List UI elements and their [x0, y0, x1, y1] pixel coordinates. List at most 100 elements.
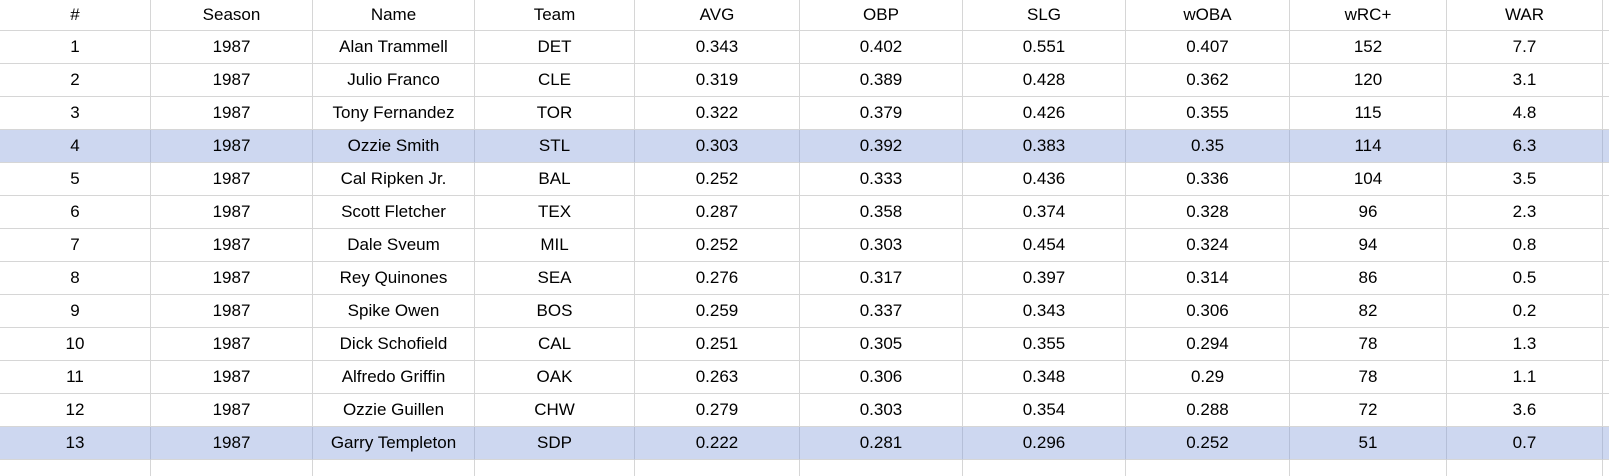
- cell-war[interactable]: 4.8: [1447, 97, 1603, 130]
- cell-name[interactable]: Scott Fletcher: [313, 196, 475, 229]
- cell-name[interactable]: Garry Templeton: [313, 427, 475, 460]
- empty-cell[interactable]: [800, 460, 963, 476]
- column-header-wrc_plus[interactable]: wRC+: [1290, 0, 1447, 31]
- cell-obp[interactable]: 0.402: [800, 31, 963, 64]
- cell-slg[interactable]: 0.343: [963, 295, 1126, 328]
- cell-slg[interactable]: 0.296: [963, 427, 1126, 460]
- cell-team[interactable]: DET: [475, 31, 635, 64]
- cell-wrc_plus[interactable]: 152: [1290, 31, 1447, 64]
- cell-slg[interactable]: 0.397: [963, 262, 1126, 295]
- cell-obp[interactable]: 0.337: [800, 295, 963, 328]
- cell-avg[interactable]: 0.343: [635, 31, 800, 64]
- cell-season[interactable]: 1987: [151, 31, 313, 64]
- cell-war[interactable]: 1.1: [1447, 361, 1603, 394]
- cell-obp[interactable]: 0.303: [800, 394, 963, 427]
- cell-name[interactable]: Julio Franco: [313, 64, 475, 97]
- cell-slg[interactable]: 0.355: [963, 328, 1126, 361]
- cell-team[interactable]: SEA: [475, 262, 635, 295]
- cell-wrc_plus[interactable]: 86: [1290, 262, 1447, 295]
- cell-wrc_plus[interactable]: 114: [1290, 130, 1447, 163]
- column-header-team[interactable]: Team: [475, 0, 635, 31]
- cell-avg[interactable]: 0.303: [635, 130, 800, 163]
- cell-season[interactable]: 1987: [151, 130, 313, 163]
- column-header-woba[interactable]: wOBA: [1126, 0, 1290, 31]
- empty-cell[interactable]: [1126, 460, 1290, 476]
- cell-season[interactable]: 1987: [151, 196, 313, 229]
- cell-season[interactable]: 1987: [151, 163, 313, 196]
- cell-rank[interactable]: 1: [0, 31, 151, 64]
- cell-avg[interactable]: 0.276: [635, 262, 800, 295]
- cell-avg[interactable]: 0.279: [635, 394, 800, 427]
- cell-name[interactable]: Ozzie Guillen: [313, 394, 475, 427]
- cell-rank[interactable]: 8: [0, 262, 151, 295]
- cell-name[interactable]: Alan Trammell: [313, 31, 475, 64]
- cell-team[interactable]: STL: [475, 130, 635, 163]
- cell-obp[interactable]: 0.305: [800, 328, 963, 361]
- cell-obp[interactable]: 0.306: [800, 361, 963, 394]
- cell-slg[interactable]: 0.551: [963, 31, 1126, 64]
- cell-rank[interactable]: 12: [0, 394, 151, 427]
- cell-avg[interactable]: 0.252: [635, 229, 800, 262]
- cell-woba[interactable]: 0.362: [1126, 64, 1290, 97]
- cell-obp[interactable]: 0.333: [800, 163, 963, 196]
- column-header-rank[interactable]: #: [0, 0, 151, 31]
- cell-slg[interactable]: 0.428: [963, 64, 1126, 97]
- cell-woba[interactable]: 0.324: [1126, 229, 1290, 262]
- cell-rank[interactable]: 4: [0, 130, 151, 163]
- cell-war[interactable]: 3.5: [1447, 163, 1603, 196]
- cell-woba[interactable]: 0.306: [1126, 295, 1290, 328]
- empty-cell[interactable]: [0, 460, 151, 476]
- cell-wrc_plus[interactable]: 51: [1290, 427, 1447, 460]
- cell-war[interactable]: 0.8: [1447, 229, 1603, 262]
- cell-season[interactable]: 1987: [151, 295, 313, 328]
- cell-war[interactable]: 0.2: [1447, 295, 1603, 328]
- cell-rank[interactable]: 10: [0, 328, 151, 361]
- cell-woba[interactable]: 0.29: [1126, 361, 1290, 394]
- cell-woba[interactable]: 0.314: [1126, 262, 1290, 295]
- cell-season[interactable]: 1987: [151, 97, 313, 130]
- cell-rank[interactable]: 6: [0, 196, 151, 229]
- cell-war[interactable]: 3.6: [1447, 394, 1603, 427]
- cell-season[interactable]: 1987: [151, 229, 313, 262]
- column-header-name[interactable]: Name: [313, 0, 475, 31]
- empty-cell[interactable]: [1290, 460, 1447, 476]
- cell-obp[interactable]: 0.303: [800, 229, 963, 262]
- empty-cell[interactable]: [1447, 460, 1603, 476]
- cell-slg[interactable]: 0.374: [963, 196, 1126, 229]
- cell-avg[interactable]: 0.222: [635, 427, 800, 460]
- cell-season[interactable]: 1987: [151, 328, 313, 361]
- cell-wrc_plus[interactable]: 120: [1290, 64, 1447, 97]
- cell-woba[interactable]: 0.336: [1126, 163, 1290, 196]
- cell-team[interactable]: MIL: [475, 229, 635, 262]
- cell-war[interactable]: 0.7: [1447, 427, 1603, 460]
- cell-wrc_plus[interactable]: 82: [1290, 295, 1447, 328]
- cell-name[interactable]: Dale Sveum: [313, 229, 475, 262]
- cell-woba[interactable]: 0.294: [1126, 328, 1290, 361]
- empty-cell[interactable]: [1603, 460, 1609, 476]
- cell-slg[interactable]: 0.354: [963, 394, 1126, 427]
- cell-season[interactable]: 1987: [151, 427, 313, 460]
- cell-avg[interactable]: 0.259: [635, 295, 800, 328]
- cell-slg[interactable]: 0.454: [963, 229, 1126, 262]
- cell-season[interactable]: 1987: [151, 262, 313, 295]
- cell-name[interactable]: Alfredo Griffin: [313, 361, 475, 394]
- column-header-season[interactable]: Season: [151, 0, 313, 31]
- cell-obp[interactable]: 0.317: [800, 262, 963, 295]
- empty-cell[interactable]: [151, 460, 313, 476]
- column-header-obp[interactable]: OBP: [800, 0, 963, 31]
- cell-avg[interactable]: 0.287: [635, 196, 800, 229]
- cell-wrc_plus[interactable]: 115: [1290, 97, 1447, 130]
- cell-name[interactable]: Tony Fernandez: [313, 97, 475, 130]
- column-header-avg[interactable]: AVG: [635, 0, 800, 31]
- cell-team[interactable]: SDP: [475, 427, 635, 460]
- cell-rank[interactable]: 3: [0, 97, 151, 130]
- cell-team[interactable]: TEX: [475, 196, 635, 229]
- empty-cell[interactable]: [475, 460, 635, 476]
- cell-woba[interactable]: 0.252: [1126, 427, 1290, 460]
- cell-woba[interactable]: 0.328: [1126, 196, 1290, 229]
- cell-obp[interactable]: 0.281: [800, 427, 963, 460]
- cell-team[interactable]: BAL: [475, 163, 635, 196]
- cell-wrc_plus[interactable]: 72: [1290, 394, 1447, 427]
- cell-war[interactable]: 7.7: [1447, 31, 1603, 64]
- cell-name[interactable]: Spike Owen: [313, 295, 475, 328]
